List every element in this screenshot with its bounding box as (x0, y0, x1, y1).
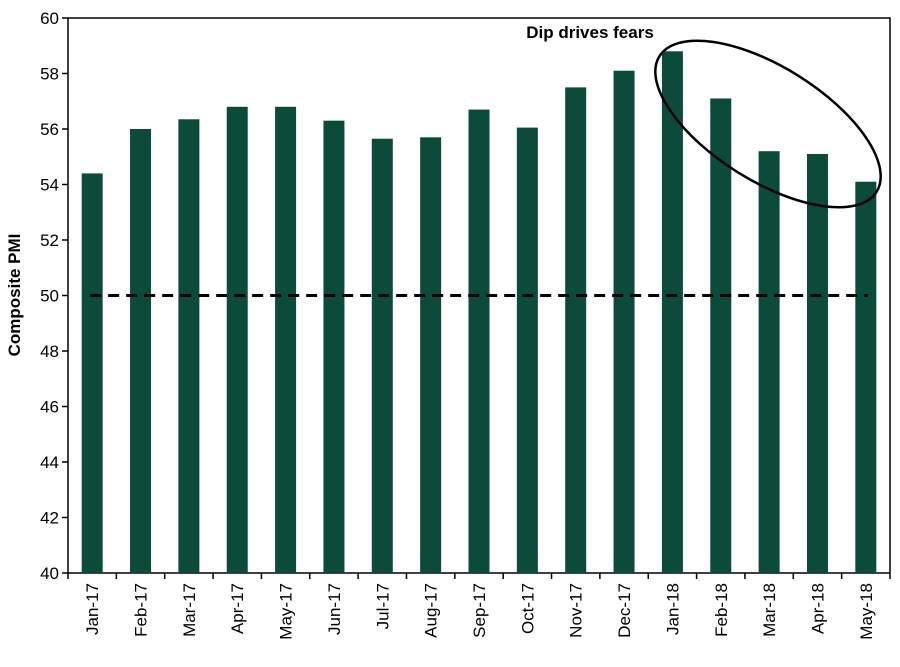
bar-may-18 (855, 181, 877, 573)
y-tick-label: 60 (40, 9, 59, 28)
x-tick-label: Aug-17 (422, 583, 441, 638)
x-tick-label: Jul-17 (373, 583, 392, 629)
y-tick-label: 50 (40, 287, 59, 306)
bar-aug-17 (420, 137, 442, 573)
y-axis: 40 42 44 46 48 50 52 54 56 58 60 (40, 9, 68, 583)
x-tick-label: Jan-17 (83, 583, 102, 635)
x-axis: Jan-17 Feb-17 Mar-17 Apr-17 May-17 Jun-17 Jul-… (67, 573, 891, 640)
bar-oct-17 (516, 127, 538, 574)
bar-mar-17 (178, 119, 200, 573)
annotation-text: Dip drives fears (526, 23, 654, 42)
bar-jan-17 (81, 173, 103, 573)
bar-mar-18 (758, 151, 780, 573)
y-tick-label: 42 (40, 509, 59, 528)
x-tick-label: Dec-17 (615, 583, 634, 638)
bar-dec-17 (613, 70, 635, 573)
x-tick-label: Sep-17 (470, 583, 489, 638)
x-tick-label: Apr-17 (228, 583, 247, 634)
x-tick-label: Nov-17 (567, 583, 586, 638)
bar-jan-18 (661, 51, 683, 574)
bar-series (81, 51, 877, 574)
bar-nov-17 (565, 87, 587, 573)
x-tick-label: Jan-18 (663, 583, 682, 635)
y-tick-label: 44 (40, 453, 59, 472)
y-tick-label: 54 (40, 176, 59, 195)
annotation-ellipse (654, 39, 882, 209)
bar-apr-17 (226, 106, 248, 574)
bar-feb-17 (130, 129, 152, 573)
x-tick-label: Mar-17 (180, 583, 199, 637)
x-tick-label: Mar-18 (760, 583, 779, 637)
bar-feb-18 (710, 98, 732, 573)
x-tick-label: May-18 (857, 583, 876, 640)
x-tick-label: Jun-17 (325, 583, 344, 635)
bar-may-17 (275, 106, 297, 574)
bar-sep-17 (468, 109, 490, 573)
x-tick-label: Apr-18 (808, 583, 827, 634)
bar-apr-18 (806, 153, 828, 573)
y-tick-label: 52 (40, 231, 59, 250)
y-tick-label: 48 (40, 342, 59, 361)
y-tick-label: 56 (40, 120, 59, 139)
x-tick-label: May-17 (277, 583, 296, 640)
y-tick-label: 58 (40, 65, 59, 84)
bar-jun-17 (323, 120, 345, 574)
x-tick-label: Feb-18 (712, 583, 731, 637)
y-axis-title: Composite PMI (5, 234, 24, 357)
x-tick-label: Feb-17 (132, 583, 151, 637)
y-tick-label: 40 (40, 564, 59, 583)
x-tick-label: Oct-17 (518, 583, 537, 634)
y-tick-label: 46 (40, 398, 59, 417)
bar-jul-17 (371, 138, 393, 573)
